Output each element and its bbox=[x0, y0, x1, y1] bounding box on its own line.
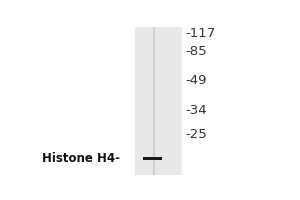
Text: -117: -117 bbox=[185, 27, 215, 40]
Bar bbox=[135, 27, 182, 175]
Text: -49: -49 bbox=[185, 74, 207, 87]
Bar bbox=[143, 157, 162, 160]
Text: -25: -25 bbox=[185, 128, 207, 141]
Text: -85: -85 bbox=[185, 45, 207, 58]
Text: -34: -34 bbox=[185, 104, 207, 117]
Text: Histone H4-: Histone H4- bbox=[42, 152, 120, 165]
Bar bbox=[153, 27, 155, 175]
